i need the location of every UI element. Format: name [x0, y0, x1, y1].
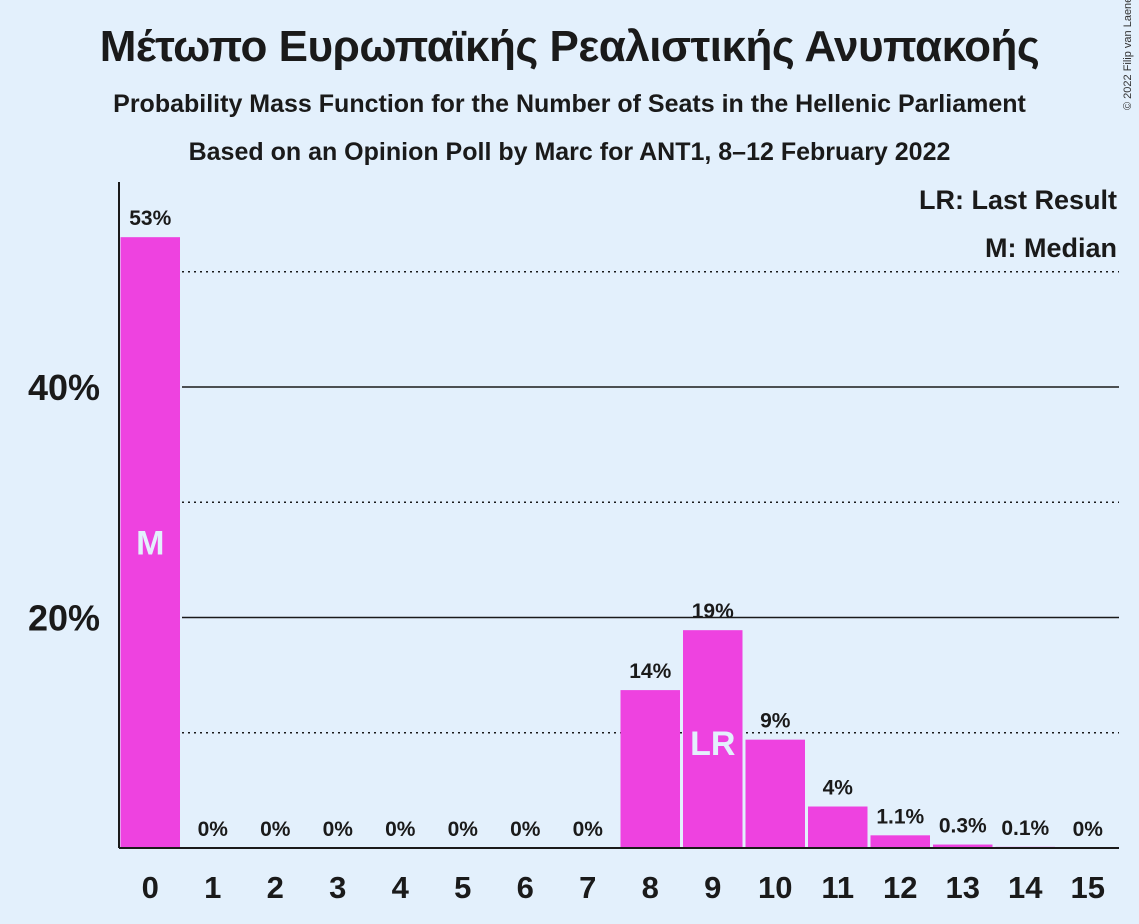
bar-value-labels: 53% M 0% 0% 0% 0% 0% 0% 0% 14% 19% LR 9% 4% 1.1% 0.3% 0.… [129, 207, 1103, 841]
x-tick-label: 2 [267, 870, 284, 905]
y-tick-label: 40% [28, 367, 100, 408]
bar-value-label: 19% [692, 600, 734, 623]
bar-value-label: 9% [760, 710, 791, 733]
bar-seats-12 [870, 835, 930, 848]
x-tick-label: 3 [329, 870, 346, 905]
bar-value-label: 4% [823, 777, 854, 800]
bar-seats-10 [745, 739, 805, 848]
x-tick-label: 15 [1071, 870, 1105, 905]
x-tick-label: 7 [579, 870, 596, 905]
x-tick-label: 6 [517, 870, 534, 905]
bar-value-label: 0% [448, 818, 479, 841]
x-tick-label: 13 [946, 870, 980, 905]
bar-value-label: 0% [323, 818, 354, 841]
legend-median: M: Median [985, 233, 1117, 263]
bar-seats-11 [808, 806, 868, 848]
bar-value-label: 0% [385, 818, 416, 841]
bar-value-label: 0% [260, 818, 291, 841]
bar-seats-0 [120, 237, 180, 849]
x-tick-label: 1 [204, 870, 221, 905]
gridlines [182, 271, 1119, 734]
x-tick-label: 12 [883, 870, 917, 905]
bar-value-label: 0% [1073, 818, 1104, 841]
bar-value-label: 1.1% [876, 805, 924, 828]
y-tick-label: 20% [28, 598, 100, 639]
chart-subtitle: Probability Mass Function for the Number… [113, 90, 1026, 118]
x-tick-label: 11 [821, 870, 854, 905]
bar-seats-13 [933, 844, 993, 848]
chart-subtitle-source: Based on an Opinion Poll by Marc for ANT… [188, 138, 951, 166]
x-tick-label: 0 [142, 870, 159, 905]
legend-last-result: LR: Last Result [919, 185, 1117, 215]
x-tick-label: 5 [454, 870, 471, 905]
bar-value-label: 53% [129, 207, 171, 230]
bar-value-label: 0% [573, 818, 604, 841]
bar-value-label: 0.1% [1001, 817, 1049, 840]
axes: 20%40%0 1 2 3 4 5 6 7 8 9 10 11 12 13 14 15 [28, 182, 1119, 905]
bar-value-label: 0% [198, 818, 229, 841]
x-tick-label: 4 [392, 870, 410, 905]
x-tick-label: 9 [704, 870, 721, 905]
x-tick-label: 10 [758, 870, 792, 905]
x-tick-label: 14 [1008, 870, 1043, 905]
last-result-marker: LR [690, 725, 735, 763]
chart-title: Μέτωπο Ευρωπαϊκής Ρεαλιστικής Ανυπακοής [99, 22, 1040, 71]
bar-value-label: 0.3% [939, 815, 987, 838]
bar-value-label: 0% [510, 818, 541, 841]
x-tick-label: 8 [642, 870, 659, 905]
bar-seats-9 [683, 630, 743, 848]
bar-seats-8 [620, 690, 680, 848]
bars [120, 237, 1055, 849]
median-marker: M [136, 525, 164, 563]
bar-value-label: 14% [629, 660, 671, 683]
